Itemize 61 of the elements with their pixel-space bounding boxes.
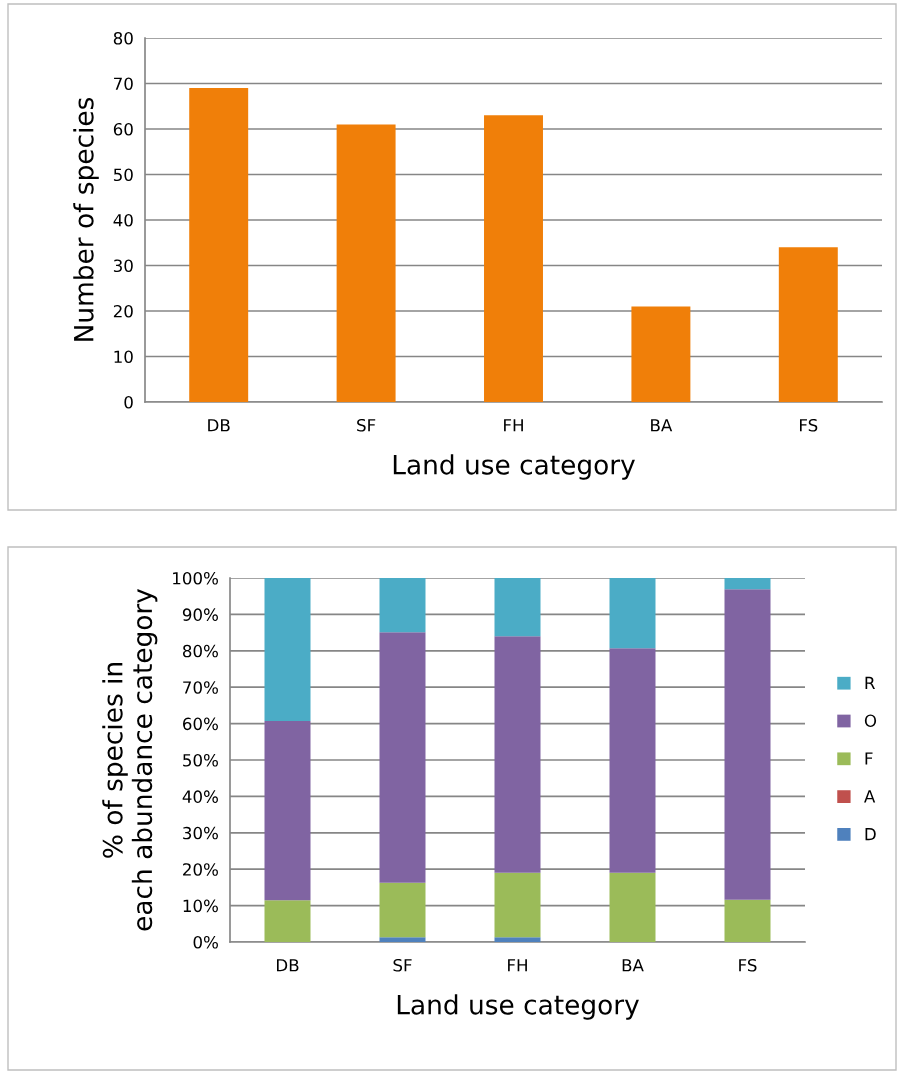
y-axis-title: % of species in each abundance category bbox=[102, 588, 158, 931]
y-tick-label: 70 bbox=[114, 77, 133, 91]
bar bbox=[724, 589, 771, 900]
bar bbox=[494, 937, 541, 942]
y-tick-label: 90% bbox=[182, 608, 218, 621]
legend-label: A bbox=[864, 790, 876, 803]
y-tick-label: 60% bbox=[183, 717, 218, 731]
y-tick-label: 0% bbox=[193, 935, 218, 949]
y-tick-label: 80% bbox=[182, 644, 218, 658]
y-axis-title: Number of species bbox=[73, 97, 99, 341]
x-tick-label: SF bbox=[357, 418, 376, 432]
x-axis-title: Land use category bbox=[397, 994, 639, 1020]
bar bbox=[379, 632, 426, 883]
bar bbox=[264, 578, 311, 722]
y-tick-label: 80 bbox=[113, 31, 133, 45]
bar bbox=[264, 900, 311, 942]
y-tick-label: 60 bbox=[113, 122, 133, 136]
y-tick-label: 40% bbox=[182, 790, 218, 803]
y-tick-label: 30 bbox=[113, 259, 133, 273]
bar bbox=[631, 306, 691, 402]
bar bbox=[494, 578, 541, 637]
bar bbox=[189, 88, 249, 402]
x-tick-label: BA bbox=[651, 419, 673, 432]
bar bbox=[379, 578, 426, 633]
legend-label: F bbox=[865, 752, 873, 765]
x-tick-label: BA bbox=[622, 959, 644, 972]
legend-label: D bbox=[865, 828, 876, 841]
y-tick-label: 30% bbox=[183, 826, 218, 840]
bar bbox=[609, 578, 656, 649]
legend-label: R bbox=[865, 676, 876, 690]
x-axis-title: Land use category bbox=[393, 454, 635, 480]
x-tick-label: FH bbox=[508, 959, 527, 972]
bar bbox=[609, 872, 656, 942]
x-tick-label: SF bbox=[393, 958, 412, 972]
bar bbox=[778, 247, 838, 402]
y-tick-label: 10 bbox=[114, 350, 133, 364]
bar bbox=[494, 872, 541, 938]
y-tick-label: 10% bbox=[183, 899, 218, 913]
bar bbox=[264, 721, 311, 901]
y-tick-label: 50 bbox=[113, 168, 133, 182]
x-tick-label: FH bbox=[504, 419, 523, 432]
y-tick-label: 50% bbox=[183, 753, 218, 767]
y-tick-label: 100% bbox=[173, 571, 218, 585]
legend-label: O bbox=[864, 714, 877, 728]
bar bbox=[336, 124, 396, 402]
y-tick-label: 70% bbox=[183, 681, 218, 694]
bar bbox=[724, 578, 771, 590]
bar bbox=[494, 636, 541, 873]
y-tick-label: 20 bbox=[113, 304, 133, 318]
bar bbox=[609, 648, 656, 873]
y-tick-label: 0 bbox=[124, 395, 133, 409]
bar bbox=[484, 115, 543, 402]
bar bbox=[379, 937, 426, 942]
y-tick-label: 40 bbox=[113, 213, 133, 227]
bar bbox=[379, 882, 426, 938]
y-tick-label: 20% bbox=[183, 863, 218, 876]
x-tick-label: DB bbox=[208, 419, 230, 432]
bar bbox=[724, 899, 771, 942]
x-tick-label: FS bbox=[800, 418, 818, 432]
x-tick-label: DB bbox=[277, 959, 299, 972]
x-tick-label: FS bbox=[739, 958, 757, 972]
